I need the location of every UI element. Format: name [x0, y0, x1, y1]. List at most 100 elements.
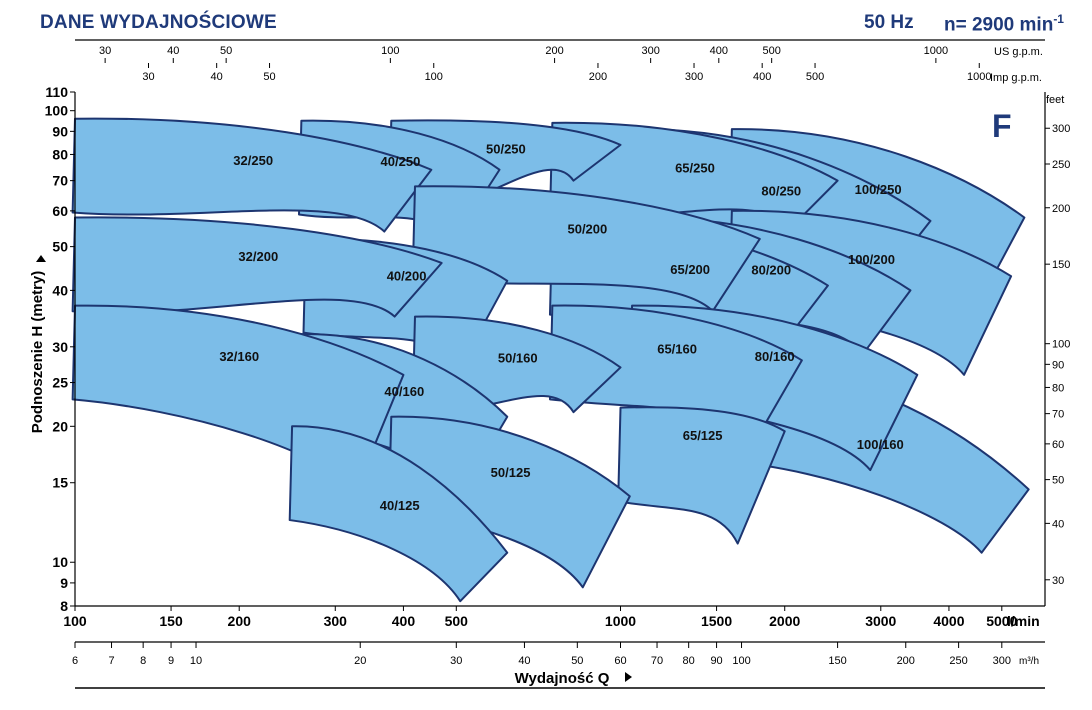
imp-gpm-tick-label: 1000: [967, 71, 991, 83]
imp-gpm-tick-label: 100: [425, 71, 443, 83]
m3h-tick-label: 20: [354, 655, 366, 667]
pump-label-65-160: 65/160: [657, 342, 697, 357]
pump-label-50-200: 50/200: [567, 221, 607, 236]
m3h-tick-label: 80: [683, 655, 695, 667]
top-unit-us: US g.p.m.: [994, 46, 1043, 58]
us-gpm-tick-label: 30: [99, 45, 111, 57]
lmin-tick-label: 150: [159, 613, 183, 629]
m3h-tick-label: 7: [108, 655, 114, 667]
lmin-tick-label: 2000: [769, 613, 800, 629]
y-tick-label: 60: [52, 203, 68, 219]
pump-label-50-125: 50/125: [491, 465, 531, 480]
m3h-tick-label: 10: [190, 655, 202, 667]
pump-label-50-160: 50/160: [498, 351, 538, 366]
imp-gpm-tick-label: 300: [685, 71, 703, 83]
us-gpm-tick-label: 100: [381, 45, 399, 57]
pump-label-65-250: 65/250: [675, 160, 715, 175]
pump-areas: [71, 117, 1030, 603]
y-axis-arrow-icon: [36, 255, 46, 262]
m3h-tick-label: 70: [651, 655, 663, 667]
lmin-tick-label: 100: [63, 613, 87, 629]
top-unit-imp: Imp g.p.m.: [990, 72, 1042, 84]
frequency-label: 50 Hz: [864, 12, 914, 33]
pump-area-65-160: [548, 304, 803, 443]
pump-label-100-200: 100/200: [848, 252, 895, 267]
y-tick-label: 100: [45, 103, 69, 119]
feet-tick-label: 250: [1052, 159, 1070, 171]
feet-tick-label: 100: [1052, 339, 1070, 351]
m3h-tick-label: 8: [140, 655, 146, 667]
pump-label-65-200: 65/200: [670, 262, 710, 277]
y-tick-label: 15: [52, 475, 68, 491]
speed-exponent: -1: [1053, 12, 1064, 26]
lmin-tick-label: 500: [445, 613, 469, 629]
us-gpm-tick-label: 300: [641, 45, 659, 57]
m3h-tick-label: 250: [949, 655, 967, 667]
y-tick-label: 25: [52, 375, 68, 391]
pump-area-40-125: [288, 425, 509, 603]
pump-area-32-200: [71, 216, 443, 318]
y-tick-label: 80: [52, 146, 68, 162]
lmin-tick-label: 3000: [865, 613, 896, 629]
pump-area-65-125: [617, 406, 786, 545]
pump-labels: 100/250 80/250 65/250 50/250 40/250 32/250 100…: [219, 141, 903, 513]
pump-label-100-250: 100/250: [855, 182, 902, 197]
imp-gpm-tick-label: 400: [753, 71, 771, 83]
m3h-tick-label: 50: [571, 655, 583, 667]
y-tick-label: 8: [60, 598, 68, 614]
imp-gpm-tick-label: 50: [263, 71, 275, 83]
m3h-tick-label: 100: [732, 655, 750, 667]
imp-gpm-tick-label: 500: [806, 71, 824, 83]
chart-axes: [74, 39, 1046, 689]
pump-label-40-250: 40/250: [381, 154, 421, 169]
m3h-tick-label: 60: [614, 655, 626, 667]
imp-gpm-tick-label: 30: [142, 71, 154, 83]
feet-tick-label: 90: [1052, 359, 1064, 371]
feet-tick-label: 200: [1052, 203, 1070, 215]
pump-label-40-125: 40/125: [380, 498, 420, 513]
feet-tick-label: 300: [1052, 123, 1070, 135]
pump-label-32-160: 32/160: [219, 349, 259, 364]
y-tick-label: 30: [52, 339, 68, 355]
y-tick-label: 10: [52, 554, 68, 570]
tick-labels: 8 9 10 15 20 25 30 40 50 60 70 80 90 100 110 30 40 50 60 70…: [45, 45, 1071, 667]
us-gpm-tick-label: 40: [167, 45, 179, 57]
y-tick-label: 70: [52, 173, 68, 189]
m3h-tick-label: 30: [450, 655, 462, 667]
feet-tick-label: 70: [1052, 409, 1064, 421]
m3h-tick-label: 300: [993, 655, 1011, 667]
lmin-tick-label: 400: [392, 613, 416, 629]
lmin-tick-label: 5000: [986, 613, 1017, 629]
m3h-tick-label: 9: [168, 655, 174, 667]
x-unit-lmin: l/min: [1007, 613, 1040, 629]
pump-label-100-160: 100/160: [857, 437, 904, 452]
pump-label-32-250: 32/250: [233, 153, 273, 168]
y-tick-label: 50: [52, 239, 68, 255]
m3h-tick-label: 40: [518, 655, 530, 667]
feet-tick-label: 150: [1052, 259, 1070, 271]
feet-tick-label: 50: [1052, 475, 1064, 487]
pump-label-40-200: 40/200: [387, 269, 427, 284]
tick-marks: [70, 58, 1050, 648]
y-tick-label: 40: [52, 282, 68, 298]
feet-tick-label: 40: [1052, 518, 1064, 530]
x-axis-arrow-icon: [625, 672, 632, 682]
us-gpm-tick-label: 200: [545, 45, 563, 57]
page-title: DANE WYDAJNOŚCIOWE: [40, 12, 277, 33]
y-tick-label: 20: [52, 418, 68, 434]
y-tick-label: 90: [52, 123, 68, 139]
x-axis-title: Wydajność Q: [515, 670, 610, 687]
x-unit-m3h: m³/h: [1019, 656, 1039, 667]
pump-label-80-250: 80/250: [761, 184, 801, 199]
y-tick-label: 9: [60, 575, 68, 591]
y-tick-label: 110: [45, 84, 68, 100]
pump-area-32-250: [71, 117, 433, 233]
feet-tick-label: 60: [1052, 439, 1064, 451]
pump-label-32-200: 32/200: [238, 249, 278, 264]
speed-text: n= 2900 min: [944, 14, 1054, 36]
y-axis-title: Podnoszenie H (metry): [29, 271, 46, 434]
speed-label: n= 2900 min-1: [944, 12, 1064, 36]
lmin-tick-label: 1500: [701, 613, 732, 629]
us-gpm-tick-label: 400: [710, 45, 728, 57]
